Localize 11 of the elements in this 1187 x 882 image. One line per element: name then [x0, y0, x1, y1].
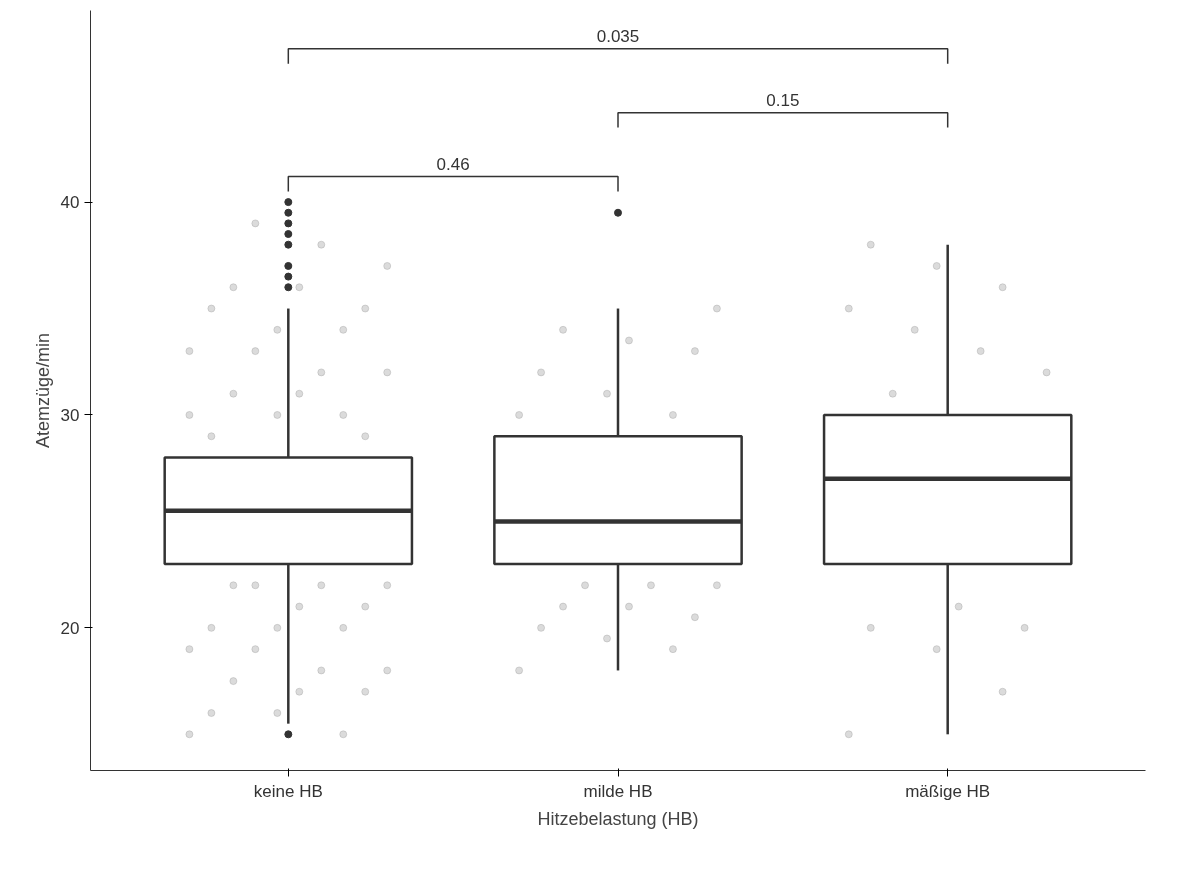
x-tick-label: mäßige HB: [905, 781, 991, 801]
y-tick-label: 20: [60, 618, 80, 638]
y-axis-title: Atemzüge/min: [32, 332, 53, 449]
annotation: 0.035: [596, 27, 640, 47]
y-tick-label: 40: [60, 193, 80, 213]
x-axis-title: Hitzebelastung (HB): [537, 808, 699, 829]
x-tick-label: keine HB: [253, 781, 323, 801]
y-tick-label: 30: [60, 405, 80, 425]
annotation: 0.15: [766, 91, 800, 111]
annotation: 0.46: [436, 155, 470, 175]
x-tick-label: milde HB: [583, 781, 653, 801]
